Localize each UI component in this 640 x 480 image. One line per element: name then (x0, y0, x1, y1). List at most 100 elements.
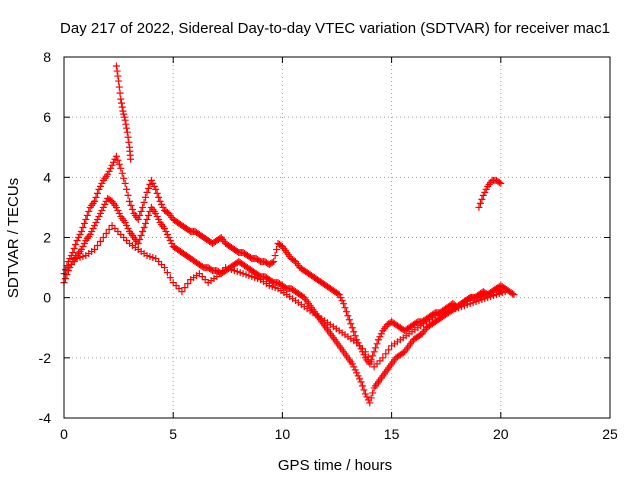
data-point (120, 113, 128, 121)
data-point (153, 189, 161, 197)
data-point (134, 240, 142, 248)
data-point (147, 176, 155, 184)
data-point (139, 227, 147, 235)
data-point (166, 274, 174, 282)
data-point (121, 218, 129, 226)
data-point (372, 344, 380, 352)
data-point (121, 116, 129, 124)
data-point (125, 138, 133, 146)
data-point (95, 212, 103, 220)
data-point (91, 246, 99, 254)
data-point (335, 291, 343, 299)
x-tick-label: 5 (169, 426, 177, 442)
y-tick-label: 2 (43, 230, 51, 246)
data-point (85, 207, 93, 215)
x-tick-label: 0 (60, 426, 68, 442)
data-points (60, 62, 518, 407)
data-point (367, 358, 375, 366)
data-point (481, 188, 489, 196)
data-point (360, 351, 368, 359)
data-point (114, 206, 122, 214)
data-point (137, 207, 145, 215)
data-point (76, 230, 84, 238)
data-point (367, 394, 375, 402)
data-point (77, 246, 85, 254)
data-point (139, 203, 147, 211)
x-tick-label: 15 (384, 426, 400, 442)
data-point (268, 259, 276, 267)
data-point (345, 316, 353, 324)
data-point (158, 200, 166, 208)
data-point (348, 360, 356, 368)
data-point (369, 352, 377, 360)
data-point (134, 215, 142, 223)
data-point (113, 67, 121, 75)
data-point (96, 209, 104, 217)
data-point (143, 188, 151, 196)
data-point (178, 288, 186, 296)
data-point (358, 382, 366, 390)
data-point (136, 211, 144, 219)
data-point (123, 128, 131, 136)
data-point (273, 246, 281, 254)
data-point (118, 99, 126, 107)
data-point (482, 185, 490, 193)
data-point (123, 124, 131, 132)
data-point (168, 240, 176, 248)
data-point (159, 203, 167, 211)
data-point (105, 225, 113, 233)
data-point (117, 164, 125, 172)
data-point (155, 215, 163, 223)
data-point (77, 227, 85, 235)
x-axis-label: GPS time / hours (278, 457, 392, 474)
data-point (91, 221, 99, 229)
data-point (91, 197, 99, 205)
data-point (385, 346, 393, 354)
data-point (93, 215, 101, 223)
data-point (181, 284, 189, 292)
grid (64, 57, 610, 418)
axis-ticks: 0 5 10 15 20 25 -4 -2 0 2 4 6 8 (39, 49, 618, 442)
data-point (80, 240, 88, 248)
data-point (72, 241, 80, 249)
data-point (342, 308, 350, 316)
data-point (163, 269, 171, 277)
data-point (163, 230, 171, 238)
data-point (117, 95, 125, 103)
data-point (153, 212, 161, 220)
data-point (115, 209, 123, 217)
data-point (142, 193, 150, 201)
data-point (366, 399, 374, 407)
data-point (476, 199, 484, 207)
data-point (149, 179, 157, 187)
data-point (99, 234, 107, 241)
y-tick-label: 6 (43, 109, 51, 125)
data-point (162, 227, 170, 235)
data-point (508, 290, 516, 298)
data-point (120, 174, 128, 182)
y-tick-label: -4 (39, 410, 52, 426)
data-point (136, 236, 144, 244)
data-point (363, 393, 371, 401)
data-point (114, 72, 122, 80)
data-point (121, 179, 129, 187)
data-point (108, 161, 116, 169)
data-point (152, 185, 160, 193)
data-point (115, 160, 123, 168)
data-point (101, 200, 109, 208)
data-point (83, 211, 91, 219)
y-tick-label: 0 (43, 290, 51, 306)
data-point (144, 211, 152, 219)
data-point (376, 333, 384, 341)
data-point (118, 169, 126, 177)
data-point (79, 223, 87, 231)
data-point (351, 366, 359, 374)
data-point (86, 230, 94, 238)
data-point (347, 320, 355, 328)
data-point (364, 353, 372, 361)
data-point (354, 372, 362, 380)
data-point (107, 164, 115, 172)
data-point (96, 182, 104, 190)
x-tick-label: 10 (275, 426, 291, 442)
data-point (152, 209, 160, 217)
